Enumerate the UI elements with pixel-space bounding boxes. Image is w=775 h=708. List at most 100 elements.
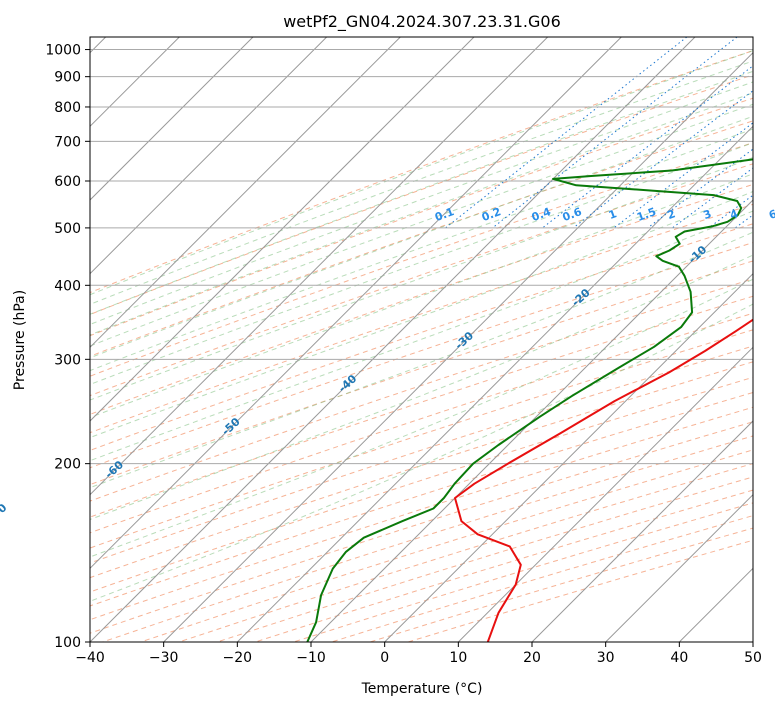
mixing-ratio-label: 1.5 xyxy=(635,205,658,224)
mixing-ratio-label: 1 xyxy=(607,207,619,222)
isotherm-line xyxy=(90,37,549,496)
y-tick-label: 200 xyxy=(54,457,81,473)
dry-adiabat xyxy=(90,421,753,634)
dry-adiabat xyxy=(90,50,753,294)
isotherm-line xyxy=(90,37,401,349)
isotherm-line xyxy=(236,125,753,642)
dry-adiabat xyxy=(217,476,753,642)
dry-adiabat xyxy=(90,142,753,377)
dry-adiabat xyxy=(90,203,753,434)
dry-adiabat xyxy=(407,539,753,642)
isotherm-line xyxy=(457,346,753,642)
x-tick-label: 40 xyxy=(670,650,688,666)
isotherm-line xyxy=(90,37,696,642)
moist-adiabat xyxy=(90,103,753,347)
y-axis-ticks: 1000 900 800 700 600 500 400 300 200 100 xyxy=(45,43,90,651)
chart-title: wetPf2_GN04.2024.307.23.31.G06 xyxy=(283,12,561,32)
profile-lines xyxy=(306,158,753,642)
dry-adiabat xyxy=(90,183,753,415)
y-tick-label: 100 xyxy=(54,635,81,651)
mixing-ratio-line xyxy=(492,37,738,229)
x-tick-label: −10 xyxy=(296,650,326,666)
dry-adiabat xyxy=(90,74,753,316)
isotherm-line xyxy=(90,37,622,570)
mixing-ratio-line xyxy=(708,194,753,229)
moist-adiabat xyxy=(90,173,753,419)
dry-adiabat xyxy=(102,435,753,642)
isotherm-line xyxy=(531,420,753,642)
dry-adiabat xyxy=(369,527,753,642)
isotherm-line xyxy=(678,567,753,642)
moist-adiabat xyxy=(90,70,753,315)
dewpoint-profile-line xyxy=(306,158,753,642)
moist-adiabat xyxy=(90,210,753,462)
x-tick-label: −40 xyxy=(75,650,105,666)
y-tick-label: 500 xyxy=(54,221,81,237)
dry-adiabat xyxy=(90,329,753,549)
dry-adiabat xyxy=(90,361,753,579)
background-reference-lines xyxy=(90,37,753,642)
moist-adiabat xyxy=(90,231,753,489)
y-tick-label: 400 xyxy=(54,278,81,294)
x-tick-label: 10 xyxy=(449,650,467,666)
dry-adiabat xyxy=(90,163,753,397)
moist-adiabat xyxy=(90,278,753,558)
mixing-ratio-line xyxy=(572,90,753,229)
pressure-gridlines xyxy=(90,49,753,642)
isotherm-line xyxy=(90,37,328,275)
moist-adiabat xyxy=(90,115,753,359)
temperature-profile-line xyxy=(454,318,753,642)
moist-adiabat xyxy=(90,60,753,305)
mixing-ratio-label: 3 xyxy=(702,207,714,222)
moist-adiabat xyxy=(90,128,753,372)
dry-adiabat xyxy=(90,391,753,607)
mixing-ratio-label: 0.6 xyxy=(561,205,584,224)
x-tick-label: 30 xyxy=(597,650,615,666)
isotherm-line xyxy=(752,641,753,642)
mixing-ratio-line xyxy=(445,37,688,229)
dry-adiabat xyxy=(90,242,753,469)
y-tick-label: 900 xyxy=(54,70,81,86)
x-tick-label: −30 xyxy=(149,650,179,666)
moist-adiabat xyxy=(90,92,753,336)
moist-adiabat xyxy=(90,254,753,521)
isotherm-line xyxy=(310,199,753,642)
dry-adiabat xyxy=(90,312,753,534)
dry-adiabat xyxy=(90,345,753,564)
isotherm-label: -70 xyxy=(0,501,10,524)
x-tick-label: −20 xyxy=(223,650,253,666)
mixing-ratio-label: 0.2 xyxy=(480,205,503,224)
y-axis-label: Pressure (hPa) xyxy=(12,290,28,390)
y-tick-label: 800 xyxy=(54,100,81,116)
dry-adiabat xyxy=(90,295,753,518)
moist-adiabat xyxy=(90,191,753,439)
dry-adiabat xyxy=(90,223,753,451)
y-tick-label: 300 xyxy=(54,352,81,368)
y-tick-label: 700 xyxy=(54,134,81,150)
mixing-ratio-line xyxy=(672,167,753,229)
x-tick-label: 50 xyxy=(744,650,762,666)
isotherm-line xyxy=(605,493,753,642)
isotherm-line xyxy=(384,272,753,642)
y-tick-label: 1000 xyxy=(45,43,81,59)
mixing-ratio-label: 6 xyxy=(767,207,775,222)
moist-adiabat xyxy=(90,157,753,401)
isotherm-line xyxy=(90,37,475,422)
moist-adiabat xyxy=(90,303,753,602)
isotherm-line xyxy=(90,37,254,201)
dry-adiabat xyxy=(90,376,753,593)
x-axis-ticks: −40 −30 −20 −10 0 10 20 30 40 50 xyxy=(75,642,762,666)
mixing-ratio-line xyxy=(647,148,753,229)
mixing-ratio-label: 2 xyxy=(665,207,677,222)
isotherm-line xyxy=(163,51,753,642)
mixing-ratio-label: 4 xyxy=(728,207,740,222)
y-tick-label: 600 xyxy=(54,174,81,190)
dry-adiabat xyxy=(140,449,753,642)
dry-adiabat xyxy=(90,120,753,357)
moist-adiabat xyxy=(90,50,753,296)
x-axis-label: Temperature (°C) xyxy=(361,681,483,697)
moist-adiabat xyxy=(90,81,753,325)
x-tick-label: 20 xyxy=(523,650,541,666)
dry-adiabat xyxy=(331,515,753,642)
